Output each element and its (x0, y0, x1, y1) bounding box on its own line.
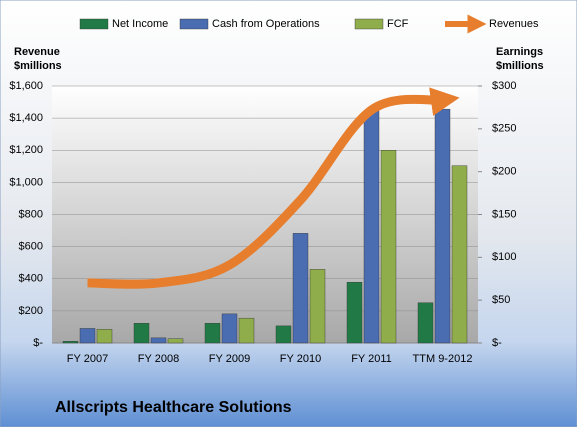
bar (417, 302, 434, 344)
bar (363, 110, 380, 344)
bar (79, 328, 96, 344)
legend-label: FCF (387, 18, 409, 30)
chart-title: Allscripts Healthcare Solutions (55, 399, 292, 416)
legend-label: Cash from Operations (212, 18, 320, 30)
y2-tick-label: $300 (492, 80, 516, 92)
bar (346, 281, 363, 344)
bar (380, 150, 397, 344)
y-tick-label: $1,600 (9, 80, 43, 92)
x-tick-label: FY 2007 (67, 353, 108, 365)
y2-tick-label: $250 (492, 123, 516, 135)
y-axis-title: Revenue (14, 46, 60, 58)
bar (292, 233, 309, 344)
y2-tick-label: $200 (492, 166, 516, 178)
line (87, 87, 460, 289)
legend-swatch (354, 18, 384, 30)
legend-swatch (79, 18, 109, 30)
bar (96, 329, 113, 344)
y2-tick-label: $100 (492, 251, 516, 263)
bar (62, 341, 79, 344)
x-tick-label: TTM 9-2012 (413, 353, 473, 365)
x-tick-label: FY 2010 (280, 353, 321, 365)
x-tick-label: FY 2008 (138, 353, 179, 365)
y2-tick-label: $50 (492, 294, 510, 306)
bar (221, 313, 238, 344)
legend-label: Net Income (112, 18, 168, 30)
y-tick-label: $1,400 (9, 112, 43, 124)
bar (133, 323, 150, 344)
bar (434, 108, 451, 344)
y-axis-title: $millions (14, 60, 62, 72)
x-tick-label: FY 2011 (351, 353, 392, 365)
y-tick-label: $600 (19, 241, 43, 253)
y2-tick-label: $150 (492, 208, 516, 220)
bar (451, 165, 468, 344)
y-tick-label: $200 (19, 305, 43, 317)
y2-axis-title: Earnings (496, 46, 543, 58)
y-tick-label: $- (33, 337, 43, 349)
y-tick-label: $1,200 (9, 144, 43, 156)
bar (204, 323, 221, 344)
y-tick-label: $1,000 (9, 176, 43, 188)
bar (275, 325, 292, 344)
y2-axis-title: $millions (496, 60, 544, 72)
y-tick-label: $800 (19, 208, 43, 220)
bar (167, 338, 184, 344)
legend-swatch (179, 18, 209, 30)
bar (309, 269, 326, 344)
bar (238, 317, 255, 344)
legend-label: Revenues (489, 18, 539, 30)
y-tick-label: $400 (19, 273, 43, 285)
y2-tick-label: $- (492, 337, 502, 349)
bar (150, 337, 167, 344)
x-tick-label: FY 2009 (209, 353, 250, 365)
